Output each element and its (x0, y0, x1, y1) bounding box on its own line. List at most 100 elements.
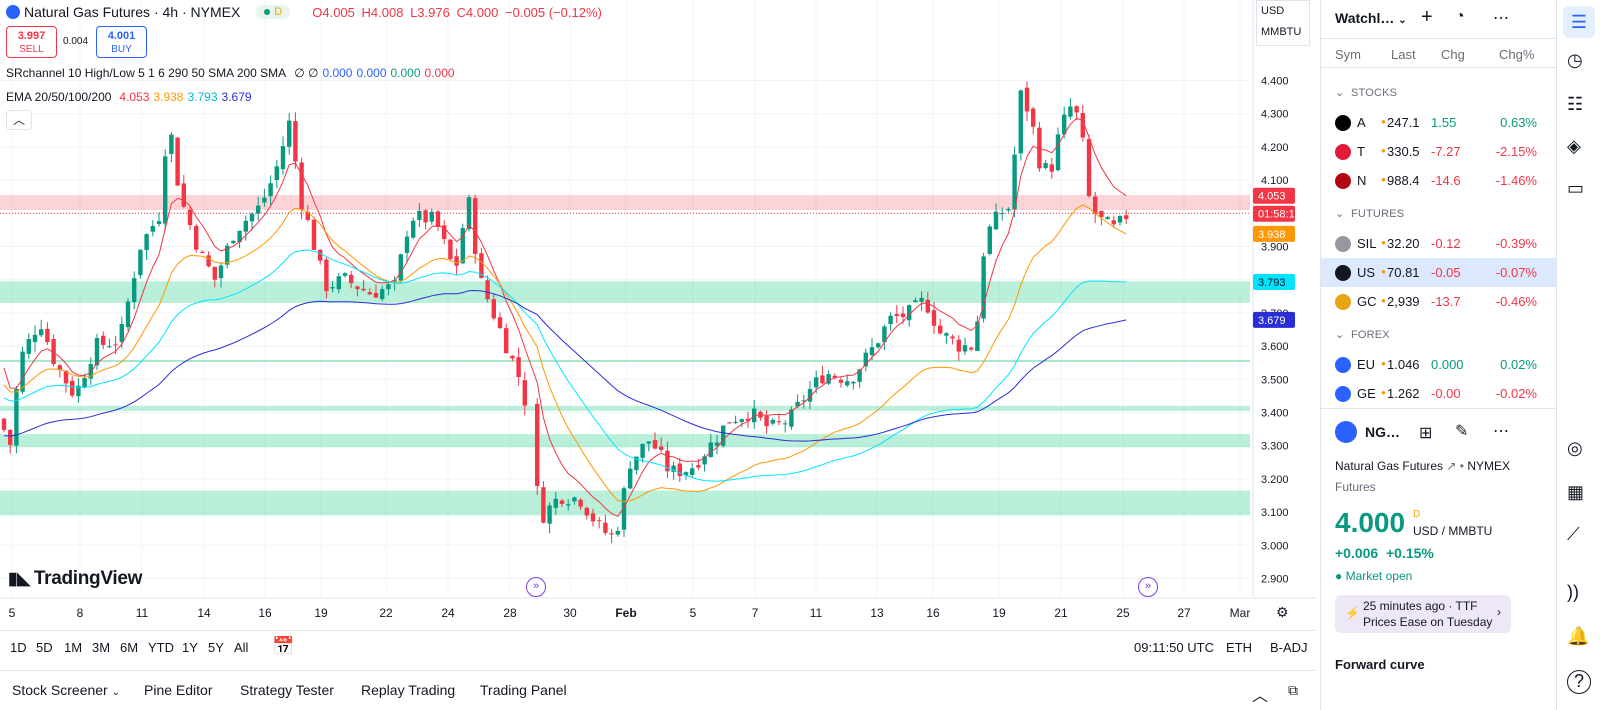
candle-body (814, 377, 819, 388)
watchlist-icon[interactable]: ☰ (1563, 6, 1595, 38)
wl-last: 1.262 (1387, 386, 1420, 401)
col-chgp[interactable]: Chg% (1499, 47, 1535, 62)
watchlist-title[interactable]: Watchl… ⌄ (1335, 10, 1407, 26)
session-badge[interactable]: D (256, 5, 291, 19)
object-tree-icon[interactable]: ☷ (1567, 94, 1584, 114)
timeframe-1d[interactable]: 1D (10, 640, 27, 655)
wl-chg: 0.000 (1431, 357, 1464, 372)
tab-replay-trading[interactable]: Replay Trading (361, 682, 456, 698)
candle-body (318, 249, 323, 261)
watchlist-row[interactable]: GE ● 1.262 -0.00 -0.02% (1321, 379, 1557, 408)
watchlist-section-forex[interactable]: ⌄ FOREX (1335, 329, 1390, 341)
trading-icon[interactable]: ⟋ (1567, 524, 1580, 544)
col-last[interactable]: Last (1391, 47, 1416, 62)
watchlist-row[interactable]: A ● 247.1 1.55 0.63% (1321, 108, 1557, 137)
layers-icon[interactable]: ◈ (1567, 136, 1581, 156)
candle-body (287, 120, 292, 147)
forward-curve-link[interactable]: Forward curve (1335, 657, 1425, 672)
collapse-panel-icon[interactable]: ︿ (1252, 688, 1269, 705)
price-tick: 3.600 (1261, 341, 1289, 353)
tab-pine-editor[interactable]: Pine Editor (144, 682, 213, 698)
ema-100-line (3, 249, 1127, 482)
watchlist-row[interactable]: SIL ● 32.20 -0.12 -0.39% (1321, 229, 1557, 258)
price-scale[interactable]: 4.4004.3004.2004.1004.0003.9003.8003.700… (1252, 0, 1289, 596)
candle-body (132, 278, 137, 303)
price-tick: 3.300 (1261, 441, 1289, 453)
scroll-to-realtime-icon[interactable]: » (1138, 577, 1158, 597)
candle-body (324, 259, 329, 292)
status-dot-icon: ● (1381, 359, 1386, 368)
time-tick: 5 (9, 606, 16, 620)
candle-body (603, 522, 608, 533)
layout-grid-icon[interactable]: ⊞ (1419, 425, 1433, 442)
col-chg[interactable]: Chg (1441, 47, 1465, 62)
candle-body (665, 450, 670, 472)
buy-button[interactable]: 4.001 BUY (96, 26, 147, 58)
candle-body (993, 211, 999, 230)
timeframe-1y[interactable]: 1Y (182, 640, 198, 655)
candle-body (659, 446, 664, 450)
candle-body (944, 333, 949, 336)
add-symbol-icon[interactable]: + (1421, 6, 1433, 28)
candle-body (417, 210, 422, 220)
help-icon[interactable]: ? (1567, 670, 1591, 694)
more-options-icon[interactable]: ⋯ (1493, 423, 1509, 440)
candle-body (169, 134, 174, 155)
col-sym[interactable]: Sym (1335, 47, 1361, 62)
notifications-bell-icon[interactable]: 🔔 (1567, 626, 1590, 646)
more-options-icon[interactable]: ⋯ (1493, 10, 1509, 27)
adjustment-toggle[interactable]: B-ADJ (1270, 640, 1308, 655)
details-ticker[interactable]: NG… (1365, 424, 1400, 440)
timeframe-ytd[interactable]: YTD (148, 640, 174, 655)
edit-note-icon[interactable]: ✎ (1455, 423, 1469, 440)
details-unit: USD / MMBTU (1413, 524, 1493, 538)
utc-clock[interactable]: 09:11:50 UTC (1134, 640, 1214, 655)
chevron-up-icon[interactable]: ︿ (6, 110, 32, 130)
external-link-icon[interactable]: ↗ (1446, 459, 1457, 473)
timeframe-all[interactable]: All (234, 640, 249, 655)
watchlist-row[interactable]: GC ● 2,939 -13.7 -0.46% (1321, 287, 1557, 316)
watchlist-row[interactable]: N ● 988.4 -14.6 -1.46% (1321, 166, 1557, 195)
chart-settings-gear-icon[interactable]: ⚙ (1276, 604, 1289, 620)
timeframe-6m[interactable]: 6M (120, 640, 139, 655)
bottom-panel-tabs: Stock Screener ⌄ Pine Editor Strategy Te… (0, 670, 1316, 710)
timeframe-5y[interactable]: 5Y (208, 640, 224, 655)
price-chip: 3.679 (1253, 311, 1295, 328)
broadcast-icon[interactable]: )) (1567, 582, 1579, 602)
watchlist-row[interactable]: US ● 70.81 -0.05 -0.07% (1321, 258, 1557, 287)
price-unit-selector[interactable]: USD MMBTU (1256, 0, 1310, 46)
candle-body (225, 245, 230, 265)
timeframe-3m[interactable]: 3M (92, 640, 111, 655)
timeframe-5d[interactable]: 5D (36, 640, 53, 655)
watchlist-row[interactable]: T ● 330.5 -7.27 -2.15% (1321, 137, 1557, 166)
candle-body (510, 355, 515, 359)
ema-indicator-legend[interactable]: EMA 20/50/100/200 4.053 3.938 3.793 3.67… (6, 90, 252, 104)
maximize-panel-icon[interactable]: ⧉ (1288, 682, 1298, 698)
time-axis[interactable]: 5 8 11 14 16 19 22 24 28 30 Feb 5 7 11 13 16 19 21 25 27 Mar (0, 597, 1316, 620)
sr-indicator-legend[interactable]: SRchannel 10 High/Low 5 1 6 290 50 SMA 2… (6, 66, 455, 80)
date-range-calendar-icon[interactable]: 📅 (272, 636, 295, 656)
alerts-clock-icon[interactable]: ◷ (1567, 50, 1583, 70)
advanced-view-icon[interactable]: ◔ (1455, 8, 1465, 25)
tab-trading-panel[interactable]: Trading Panel (480, 682, 567, 698)
price-chart[interactable]: 4.4004.3004.2004.1004.0003.9003.8003.700… (0, 0, 1316, 630)
candle-body (349, 274, 354, 284)
session-toggle[interactable]: ETH (1226, 640, 1252, 655)
timeframe-1m[interactable]: 1M (64, 640, 83, 655)
symbol-title[interactable]: Natural Gas Futures · 4h · NYMEX (24, 4, 241, 20)
chat-icon[interactable]: ▭ (1567, 178, 1585, 198)
watchlist-section-futures[interactable]: ⌄ FUTURES (1335, 208, 1405, 220)
jump-forward-icon[interactable]: » (526, 577, 546, 597)
tab-strategy-tester[interactable]: Strategy Tester (240, 682, 334, 698)
wl-last: 32.20 (1387, 236, 1420, 251)
chart-pane[interactable]: 4.4004.3004.2004.1004.0003.9003.8003.700… (0, 0, 1316, 630)
watchlist-row[interactable]: EU ● 1.046 0.000 0.02% (1321, 350, 1557, 379)
pulse-icon[interactable]: ◎ (1567, 438, 1583, 458)
tab-stock-screener[interactable]: Stock Screener ⌄ (12, 682, 120, 698)
sell-button[interactable]: 3.997 SELL (6, 26, 57, 58)
candle-body (150, 225, 155, 232)
calendar-icon[interactable]: ▦ (1567, 482, 1585, 502)
news-card[interactable]: ⚡ 25 minutes ago · TTF Prices Ease on Tu… (1335, 595, 1511, 633)
candle-body (950, 336, 955, 339)
watchlist-section-stocks[interactable]: ⌄ STOCKS (1335, 87, 1398, 99)
